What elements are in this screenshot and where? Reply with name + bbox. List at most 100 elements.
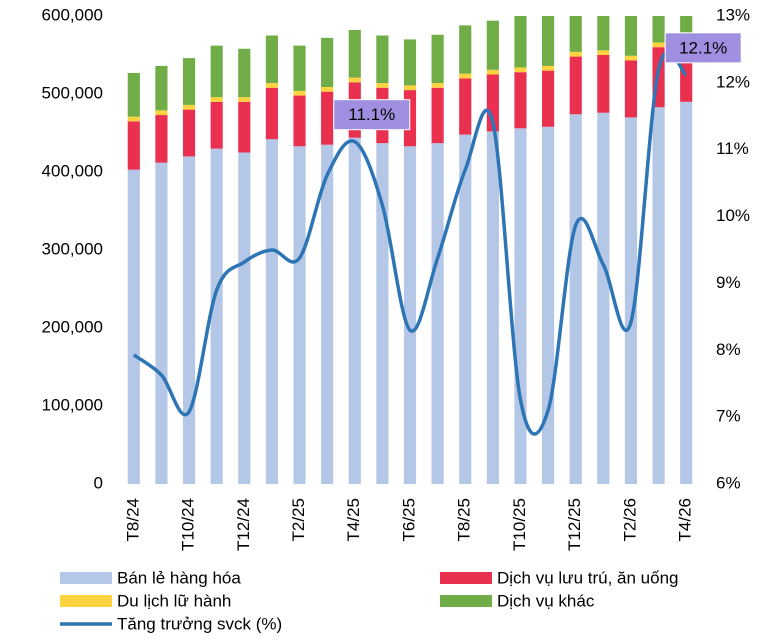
bar-segment bbox=[486, 20, 499, 70]
bar-segment bbox=[182, 156, 196, 484]
bar-segment bbox=[542, 16, 555, 66]
bar-segment bbox=[597, 16, 610, 51]
bar-segment bbox=[624, 117, 638, 485]
bar-segment bbox=[459, 134, 472, 484]
bar-segment bbox=[127, 121, 140, 170]
bar-segment bbox=[514, 128, 527, 484]
legend-label: Dịch vụ khác bbox=[497, 591, 595, 610]
bar-segment bbox=[127, 116, 140, 122]
bar-segment bbox=[459, 25, 472, 74]
bar-segment bbox=[459, 78, 472, 135]
legend-label: Dịch vụ lưu trú, ăn uống bbox=[497, 568, 678, 587]
x-tick-label: T10/25 bbox=[510, 498, 529, 551]
bar-segment bbox=[348, 77, 361, 83]
bar-segment bbox=[597, 55, 610, 113]
bar-segment bbox=[238, 48, 251, 98]
bar-segment bbox=[514, 67, 527, 73]
x-tick-label: T4/25 bbox=[344, 498, 363, 541]
legend-swatch bbox=[440, 595, 492, 607]
bar-segment bbox=[155, 162, 168, 484]
bar-segment bbox=[514, 16, 527, 68]
bar-segment bbox=[403, 85, 417, 91]
bar-segment bbox=[376, 143, 389, 484]
bar-segment bbox=[293, 45, 306, 91]
y2-tick-label: 6% bbox=[716, 473, 741, 492]
bar-segment bbox=[348, 137, 361, 484]
x-tick-label: T4/26 bbox=[676, 498, 695, 541]
bar-segment bbox=[127, 72, 140, 117]
bar-segment bbox=[127, 169, 140, 484]
bar-segment bbox=[293, 95, 306, 147]
bar-segment bbox=[265, 87, 278, 140]
bar-segment bbox=[293, 90, 306, 96]
x-tick-label: T2/25 bbox=[289, 498, 308, 541]
bar-segment bbox=[542, 65, 555, 71]
bar-segment bbox=[542, 70, 555, 127]
bar-segment bbox=[624, 55, 638, 61]
bar-segment bbox=[210, 148, 223, 484]
y2-tick-label: 13% bbox=[716, 5, 750, 24]
bar-segment bbox=[238, 152, 251, 484]
y2-tick-label: 11% bbox=[716, 139, 749, 158]
bar-segment bbox=[321, 37, 334, 87]
bar-segment bbox=[652, 42, 665, 48]
x-tick-label: T12/25 bbox=[565, 498, 584, 551]
legend-label: Tăng trưởng svck (%) bbox=[117, 614, 282, 633]
bar-segment bbox=[431, 34, 444, 84]
y-tick-label: 400,000 bbox=[42, 161, 103, 180]
x-tick-label: T8/25 bbox=[455, 498, 474, 541]
bar-segment bbox=[624, 60, 638, 118]
y2-tick-label: 8% bbox=[716, 340, 741, 359]
bar-segment bbox=[210, 101, 223, 149]
y-tick-label: 200,000 bbox=[42, 317, 103, 336]
data-label-box bbox=[664, 32, 742, 64]
bar-segment bbox=[597, 50, 610, 55]
bar-segment bbox=[431, 83, 444, 88]
bar-segment bbox=[569, 56, 582, 115]
y-tick-label: 0 bbox=[94, 473, 103, 492]
y2-tick-label: 10% bbox=[716, 206, 750, 225]
y2-tick-label: 12% bbox=[716, 72, 750, 91]
bar-segment bbox=[155, 110, 168, 116]
bar-segment bbox=[652, 107, 665, 484]
y-tick-label: 600,000 bbox=[42, 5, 103, 24]
bar-segment bbox=[514, 72, 527, 129]
legend-label: Du lịch lữ hành bbox=[117, 591, 231, 610]
bar-segment bbox=[431, 143, 444, 484]
y-tick-label: 300,000 bbox=[42, 239, 103, 258]
bar-segment bbox=[376, 83, 389, 88]
bar-segment bbox=[210, 45, 223, 98]
bar-segment bbox=[652, 16, 665, 43]
legend-swatch bbox=[60, 572, 112, 584]
x-tick-label: T12/24 bbox=[234, 498, 253, 551]
bar-segment bbox=[486, 69, 499, 75]
bar-segment bbox=[348, 30, 361, 78]
bar-segment bbox=[238, 97, 251, 102]
bar-segment bbox=[210, 97, 223, 102]
bar-segment bbox=[321, 91, 334, 145]
x-tick-label: T10/24 bbox=[179, 498, 198, 551]
bar-segment bbox=[680, 101, 693, 485]
bar-segment bbox=[265, 35, 278, 84]
data-label-box bbox=[333, 99, 411, 131]
legend-label: Bán lẻ hàng hóa bbox=[117, 568, 241, 587]
bar-segment bbox=[431, 87, 444, 144]
bar-segment bbox=[569, 16, 582, 52]
bar-segment bbox=[486, 131, 499, 484]
bar-segment bbox=[182, 109, 196, 157]
bars bbox=[127, 16, 693, 485]
bar-segment bbox=[265, 139, 278, 485]
bar-segment bbox=[265, 83, 278, 88]
bar-segment bbox=[155, 115, 168, 163]
data-label: 11.1% bbox=[348, 105, 395, 124]
y-tick-label: 100,000 bbox=[42, 395, 103, 414]
data-label: 12.1% bbox=[679, 38, 727, 57]
x-tick-label: T2/26 bbox=[620, 498, 639, 541]
bar-segment bbox=[459, 73, 472, 79]
y2-tick-label: 7% bbox=[716, 407, 741, 426]
bar-segment bbox=[321, 144, 334, 484]
bar-segment bbox=[182, 104, 196, 110]
legend-swatch bbox=[60, 595, 112, 607]
bar-segment bbox=[542, 126, 555, 484]
